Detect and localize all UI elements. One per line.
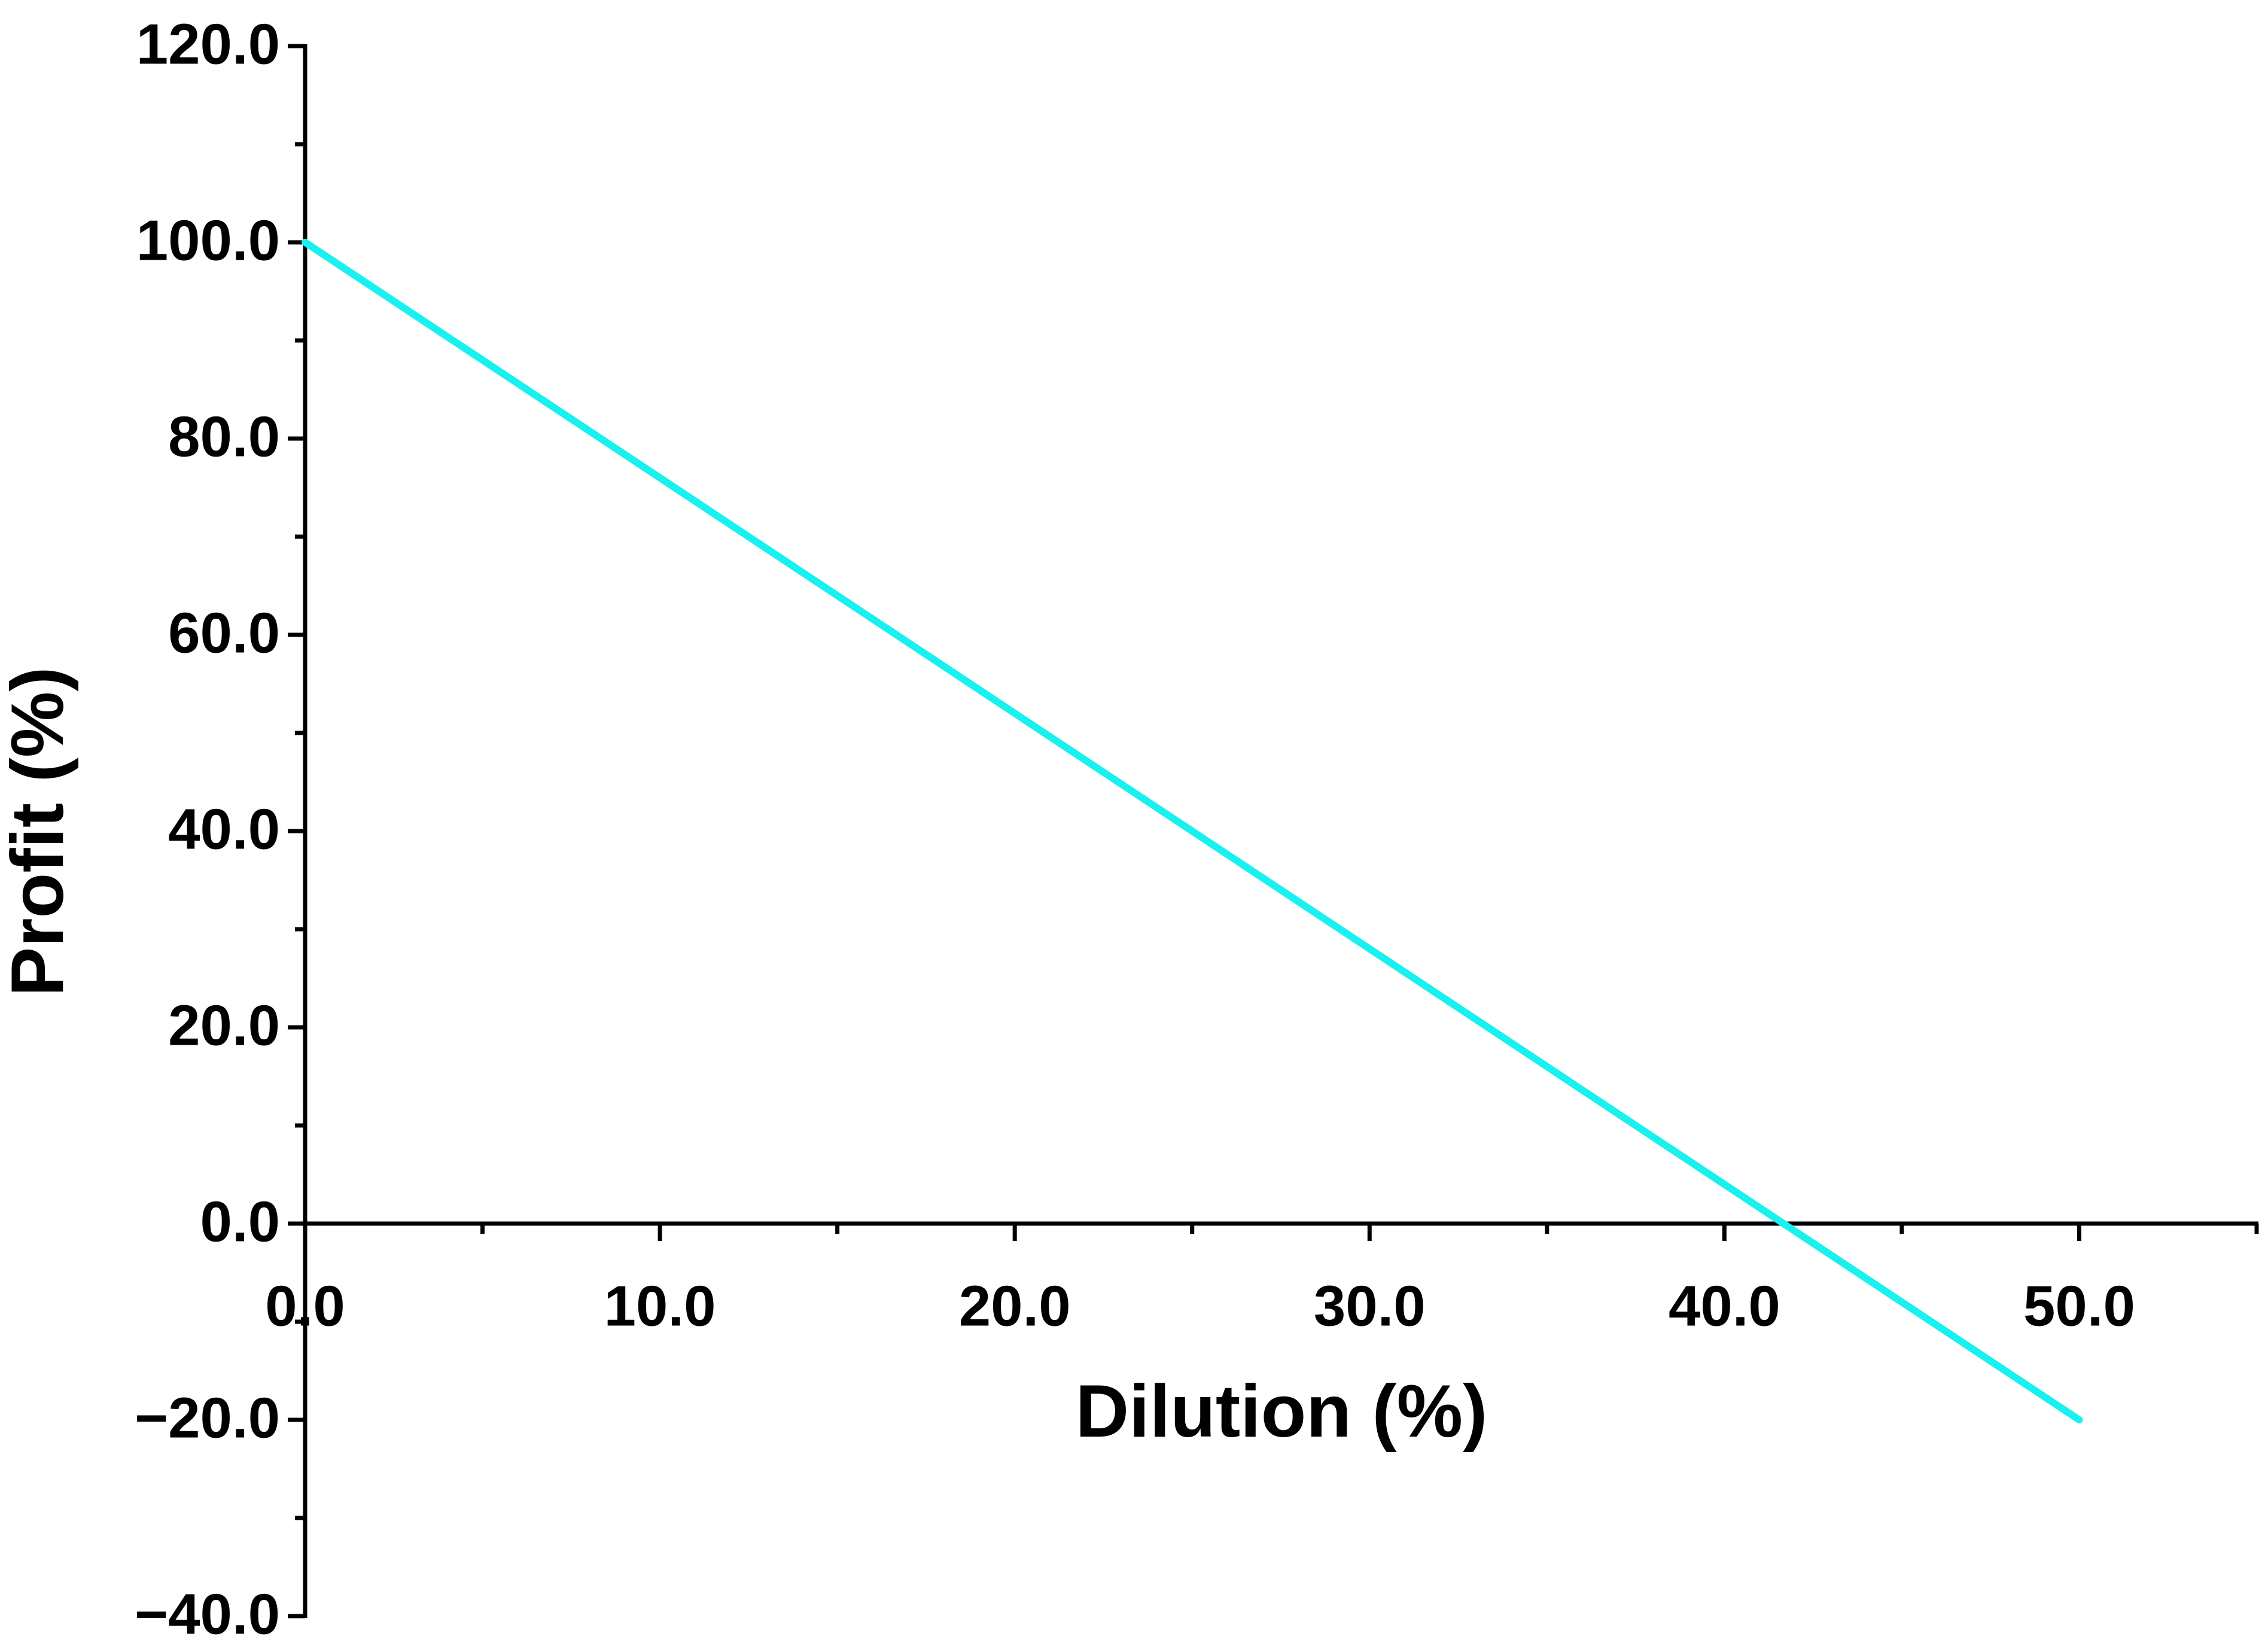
y-tick-label: −20.0 xyxy=(135,1386,280,1450)
x-tick-label: 50.0 xyxy=(2023,1274,2135,1338)
y-tick-label: 100.0 xyxy=(136,208,280,272)
x-tick-label: 10.0 xyxy=(604,1274,716,1338)
y-tick-label: 0.0 xyxy=(200,1189,280,1254)
x-tick-label: 0.0 xyxy=(265,1274,345,1338)
y-tick-label: 60.0 xyxy=(168,601,280,665)
y-axis-title: Profit (%) xyxy=(0,667,79,996)
x-tick-label: 40.0 xyxy=(1669,1274,1780,1338)
x-tick-label: 20.0 xyxy=(959,1274,1071,1338)
y-tick-label: 80.0 xyxy=(168,404,280,468)
y-tick-label: 20.0 xyxy=(168,993,280,1057)
x-tick-label: 30.0 xyxy=(1314,1274,1426,1338)
x-axis-title: Dilution (%) xyxy=(1076,1370,1488,1453)
y-tick-label: 120.0 xyxy=(136,12,280,76)
y-tick-label: 40.0 xyxy=(168,797,280,861)
y-tick-label: −40.0 xyxy=(135,1582,280,1646)
data-line xyxy=(302,239,2083,1423)
